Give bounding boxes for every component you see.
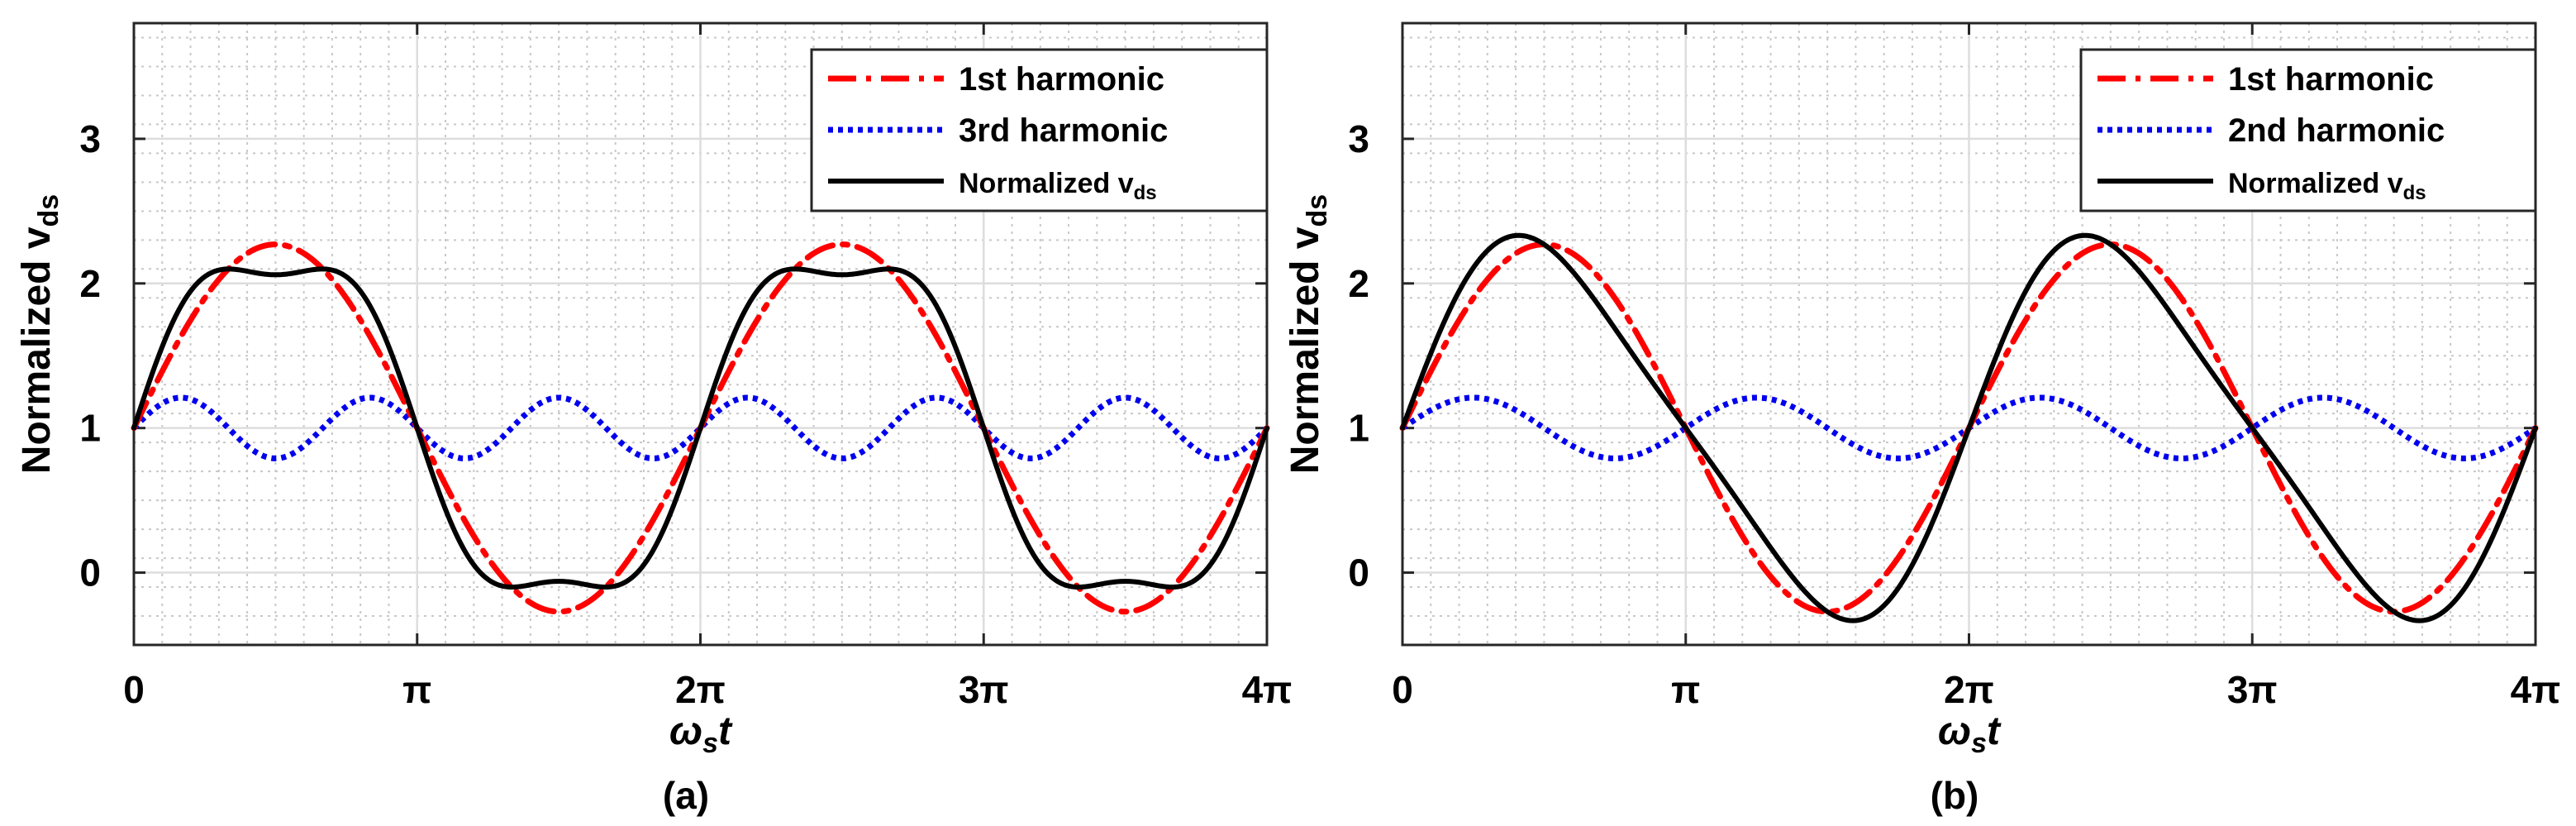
- y-tick-label: 0: [79, 551, 101, 594]
- legend: 1st harmonic 2nd harmonic Normalized vds: [2079, 48, 2537, 212]
- legend-label-subscript: ds: [1134, 182, 1157, 204]
- legend-label: Normalized vds: [2228, 168, 2426, 204]
- x-tick-label: π: [402, 668, 431, 711]
- legend-label: 3rd harmonic: [959, 112, 1168, 149]
- x-axis-label: ωst: [669, 709, 733, 759]
- chart-panel-a: 0 π 2π 3π 4π 0 1 2 3 ωst Normalized vds (a) 1st harm…: [15, 21, 1293, 817]
- x-tick-label: 4π: [2511, 668, 2561, 711]
- x-axis-label-subscript: s: [702, 728, 718, 759]
- x-axis-label-tail: t: [1987, 709, 2002, 753]
- chart-panel-b: 0 π 2π 3π 4π 0 1 2 3 ωst Normalized vds (b) 1st harm…: [1283, 21, 2561, 817]
- y-tick-label: 1: [79, 407, 101, 450]
- legend-label: 2nd harmonic: [2228, 112, 2445, 149]
- series-line-total: [131, 266, 1269, 590]
- panel-label: (a): [663, 774, 709, 817]
- series-line-h2: [131, 394, 1269, 461]
- x-axis-label: ωst: [1938, 709, 2002, 759]
- legend: 1st harmonic 3rd harmonic Normalized vds: [810, 48, 1269, 212]
- y-axis-label-subscript: ds: [33, 194, 64, 227]
- y-tick-label: 2: [79, 262, 101, 305]
- legend-label-subscript: ds: [2403, 182, 2426, 204]
- x-axis-label-tail: t: [718, 709, 733, 753]
- y-tick-label: 3: [79, 117, 101, 160]
- panel-label: (b): [1931, 774, 1979, 817]
- y-tick-label: 2: [1348, 262, 1369, 305]
- legend-label: 1st harmonic: [2228, 61, 2434, 98]
- x-axis-label-subscript: s: [1971, 728, 1987, 759]
- x-tick-label: 0: [1392, 668, 1413, 711]
- legend-label: 1st harmonic: [959, 61, 1164, 98]
- x-tick-label: 4π: [1242, 668, 1293, 711]
- y-axis-label: Normalized vds: [1283, 194, 1333, 474]
- x-tick-label: 2π: [1944, 668, 1994, 711]
- y-axis-label-subscript: ds: [1302, 194, 1333, 227]
- y-tick-label: 1: [1348, 407, 1369, 450]
- y-tick-label: 0: [1348, 551, 1369, 594]
- legend-label: Normalized vds: [959, 168, 1157, 204]
- x-tick-label: π: [1671, 668, 1700, 711]
- y-axis-label: Normalized vds: [15, 194, 64, 474]
- x-tick-label: 0: [123, 668, 145, 711]
- x-tick-label: 3π: [2227, 668, 2278, 711]
- y-tick-label: 3: [1348, 117, 1369, 160]
- x-tick-label: 2π: [675, 668, 726, 711]
- series-line-total: [1400, 232, 2538, 623]
- x-tick-label: 3π: [959, 668, 1009, 711]
